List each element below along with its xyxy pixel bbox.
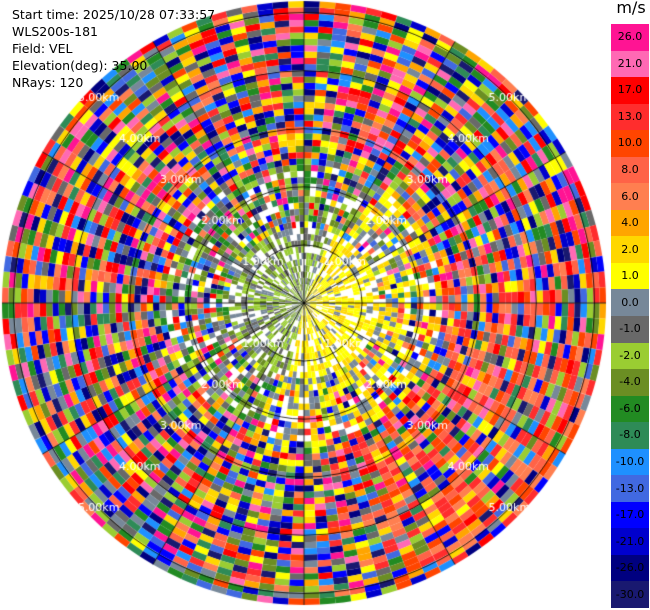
colorbar-cell [611,183,649,211]
colorbar-tick-label: -4.0 [619,375,641,389]
elevation-text: Elevation(deg): 35.00 [12,58,148,73]
colorbar-tick-label: -30.0 [615,587,645,601]
colorbar-cell [611,316,649,344]
colorbar-cell [611,236,649,264]
nrays-text: NRays: 120 [12,75,84,90]
colorbar-cell [611,156,649,184]
colorbar-cell [611,50,649,78]
colorbar-tick-label: 8.0 [621,163,639,176]
colorbar-cell [611,289,649,317]
colorbar-cell [611,501,649,529]
colorbar-tick-label: 1.0 [621,269,639,283]
colorbar-cell [611,528,649,556]
colorbar-cell [611,422,649,450]
colorbar-tick-label: -8.0 [619,428,641,442]
colorbar-cell [611,369,649,397]
colorbar-tick-label: -17.0 [615,508,645,522]
colorbar-cell [611,554,649,582]
colorbar-cell [611,581,649,609]
colorbar-tick-label: 13.0 [617,109,643,123]
colorbar-cell [611,77,649,105]
colorbar-tick-label: -6.0 [619,401,641,415]
scan-info: Start time: 2025/10/28 07:33:57 WLS200s-… [12,6,215,91]
colorbar-cell [611,103,649,131]
colorbar-cell [611,342,649,370]
colorbar-tick-label: 6.0 [621,189,639,203]
field-text: Field: VEL [12,41,73,56]
colorbar-cell [611,130,649,158]
colorbar-cell [611,262,649,290]
colorbar-tick-label: -26.0 [615,561,645,575]
colorbar-cell [611,475,649,503]
colorbar-tick-label: 2.0 [621,242,639,256]
colorbar-unit: m/s [616,0,646,17]
colorbar-tick-label: 10.0 [617,136,643,150]
colorbar-tick-label: -21.0 [615,534,645,548]
colorbar-tick-label: 17.0 [617,83,643,97]
colorbar-tick-label: -10.0 [615,455,645,468]
colorbar-tick-label: 0.0 [621,295,639,309]
colorbar-tick-label: 21.0 [617,56,643,70]
colorbar-tick-label: -2.0 [619,348,641,362]
device-text: WLS200s-181 [12,24,98,39]
colorbar-tick-label: -1.0 [619,322,641,336]
start-time-text: Start time: 2025/10/28 07:33:57 [12,7,216,22]
colorbar-cell [611,395,649,423]
colorbar-tick-label: -13.0 [615,481,645,495]
colorbar-tick-label: 26.0 [617,30,643,44]
colorbar-tick-label: 4.0 [621,216,639,230]
colorbar: 26.0 21.0 17.0 13.0 10.0 8.0 6.0 4.0 2.0 1.0 0.0 -1… [611,24,649,609]
colorbar-cell [611,209,649,237]
colorbar-cell [611,24,649,52]
colorbar-cell [611,448,649,476]
